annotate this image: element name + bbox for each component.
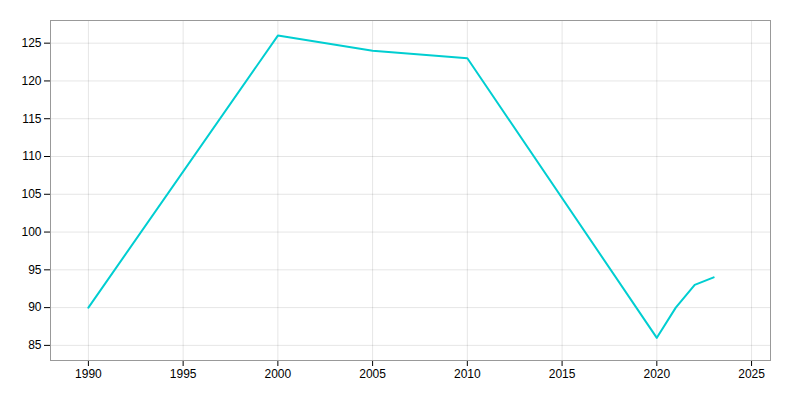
svg-text:95: 95 [28,263,42,277]
svg-text:1990: 1990 [75,367,102,381]
svg-text:100: 100 [21,225,41,239]
svg-text:125: 125 [21,36,41,50]
svg-text:115: 115 [22,112,41,126]
svg-text:2020: 2020 [643,367,670,381]
svg-text:2015: 2015 [549,367,576,381]
svg-text:2005: 2005 [359,367,386,381]
svg-text:2000: 2000 [265,367,292,381]
svg-text:105: 105 [21,187,41,201]
svg-text:1995: 1995 [170,367,197,381]
svg-text:2025: 2025 [738,367,765,381]
svg-text:90: 90 [28,300,42,314]
svg-text:120: 120 [21,74,41,88]
svg-text:2010: 2010 [454,367,481,381]
svg-text:85: 85 [28,338,42,352]
svg-text:110: 110 [22,149,41,163]
